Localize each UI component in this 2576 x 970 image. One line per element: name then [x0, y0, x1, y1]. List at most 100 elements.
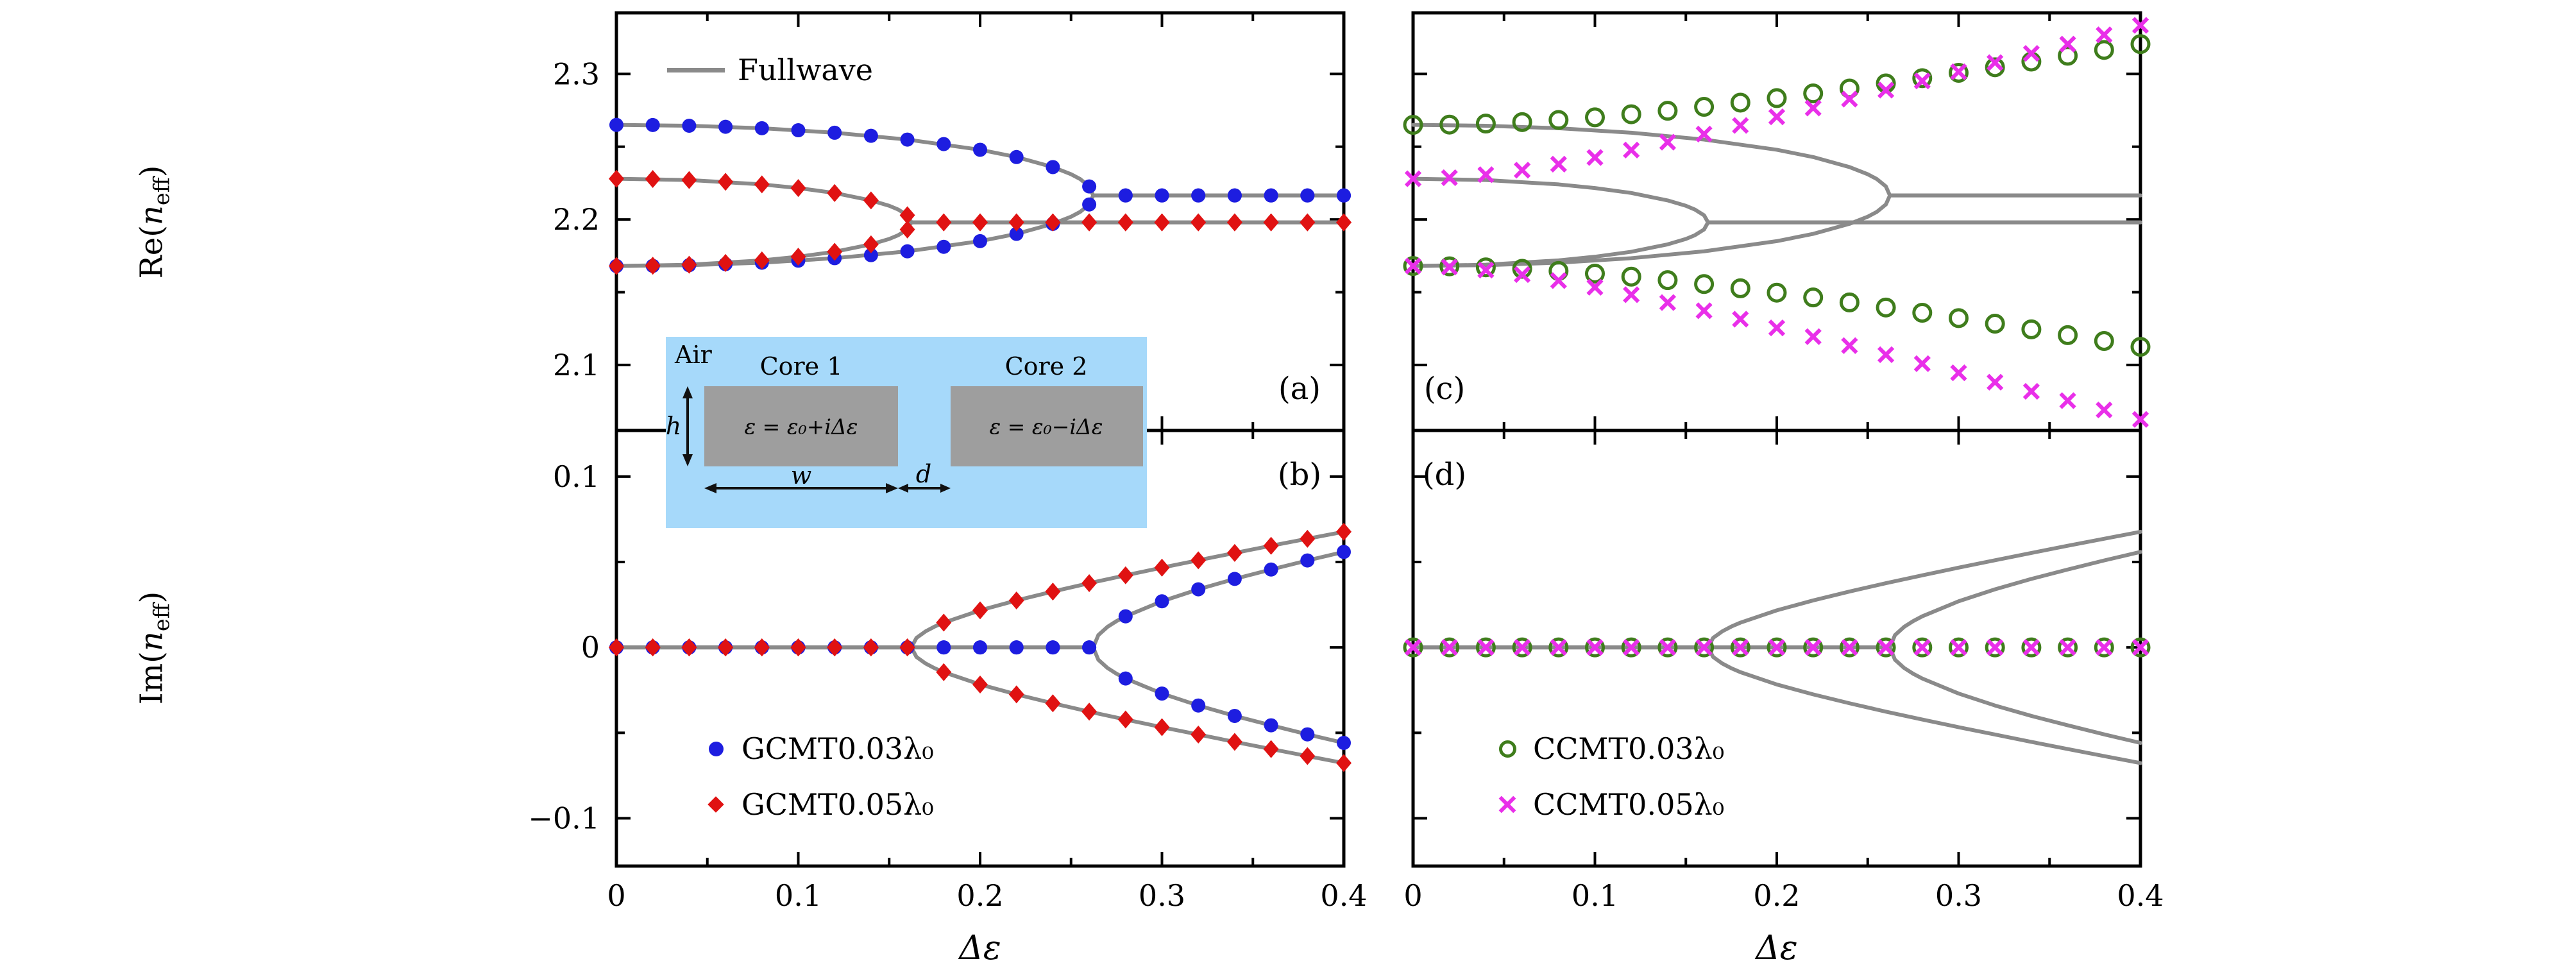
- marker-gcmt005-im-lower: [1081, 702, 1097, 721]
- marker-ccmt005-re-lower: [1768, 319, 1786, 337]
- marker-gcmt003-im-upper: [1264, 562, 1278, 577]
- magenta-x-marker-icon: [1495, 792, 1520, 817]
- x-tick-label: 0.1: [775, 878, 822, 913]
- air-label: Air: [675, 341, 712, 369]
- marker-gcmt003-re-upper: [609, 117, 623, 132]
- marker-gcmt003-im-lower: [1337, 736, 1351, 751]
- marker-ccmt003-re-lower: [2094, 331, 2114, 351]
- w-dimension-label: w: [790, 461, 812, 489]
- d-arrow-head-right: [940, 484, 951, 493]
- legend-fullwave: Fullwave: [667, 53, 873, 87]
- marker-gcmt003-re-lower: [1009, 226, 1024, 241]
- marker-gcmt005-im-upper: [1191, 551, 1207, 570]
- marker-gcmt003-im-lower: [1191, 698, 1206, 713]
- marker-ccmt005-re-upper: [1441, 169, 1458, 187]
- panel-letter-b: (b): [1278, 457, 1321, 493]
- marker-gcmt005-re-upper: [863, 191, 879, 210]
- marker-gcmt005-re-upper: [718, 173, 734, 191]
- marker-ccmt003-re-upper: [1657, 101, 1678, 121]
- x-tick-label: 0.3: [1935, 878, 1982, 913]
- marker-gcmt005-im-lower: [827, 638, 843, 657]
- series-fullwave-re-inner-lower: [1411, 220, 2142, 268]
- marker-gcmt005-re-lower: [827, 242, 843, 261]
- marker-ccmt003-re-lower: [2058, 325, 2078, 345]
- marker-ccmt005-re-upper: [1513, 162, 1531, 179]
- marker-gcmt003-im-upper: [1337, 545, 1351, 559]
- h-arrow-head-top: [682, 386, 693, 398]
- marker-ccmt005-im: [1913, 639, 1931, 656]
- marker-gcmt003-re-lower: [863, 248, 878, 262]
- marker-ccmt003-im: [1803, 637, 1824, 658]
- x-tick-label: 0.2: [956, 878, 1003, 913]
- marker-ccmt005-im: [1513, 639, 1531, 656]
- inset-dimension-arrows: [682, 386, 951, 493]
- panel-letter-c: (c): [1424, 371, 1465, 407]
- marker-ccmt005-re-lower: [1477, 261, 1495, 279]
- marker-gcmt003-re-lower: [1227, 188, 1242, 203]
- marker-gcmt003-re-upper: [791, 123, 806, 138]
- x-tick-label: 0.1: [1572, 878, 1618, 913]
- marker-gcmt005-re-lower: [790, 248, 806, 266]
- marker-ccmt003-re-upper: [1694, 97, 1715, 117]
- marker-gcmt005-im-lower: [1263, 740, 1279, 758]
- marker-gcmt005-im-lower: [1008, 685, 1024, 704]
- series-fullwave-im-red-minus: [1411, 645, 2142, 765]
- core2-permittivity-label: ε = ε₀−iΔε: [989, 414, 1103, 439]
- series-fullwave-re-outer-upper: [1411, 123, 2142, 198]
- marker-gcmt003-im-lower: [1009, 640, 1024, 655]
- marker-gcmt005-re-lower: [972, 213, 988, 232]
- y-tick-label: 2.1: [553, 348, 600, 382]
- marker-ccmt003-re-lower: [1949, 308, 1969, 328]
- marker-ccmt003-re-upper: [1730, 92, 1750, 113]
- marker-ccmt003-im: [1585, 637, 1605, 658]
- marker-gcmt005-im-upper: [1300, 529, 1316, 548]
- ylab-im-sub: eff: [149, 603, 174, 632]
- marker-ccmt005-re-lower: [1877, 346, 1895, 363]
- marker-ccmt003-im: [1839, 637, 1860, 658]
- marker-gcmt005-im-upper: [1263, 536, 1279, 555]
- waveguide-schematic-inset: Air Core 1 Core 2 ε = ε₀+iΔε ε = ε₀−iΔε …: [666, 337, 1147, 528]
- marker-gcmt005-re-lower: [1336, 213, 1352, 232]
- marker-ccmt003-re-upper: [1985, 57, 2005, 78]
- marker-ccmt005-im: [2096, 639, 2113, 656]
- marker-gcmt005-re-upper: [790, 179, 806, 198]
- marker-gcmt005-im-lower: [790, 638, 806, 657]
- marker-ccmt005-im: [2022, 639, 2040, 656]
- marker-ccmt003-re-upper: [1439, 114, 1460, 135]
- marker-gcmt003-im-lower: [1264, 718, 1278, 733]
- marker-gcmt003-re-lower: [973, 234, 987, 248]
- marker-ccmt005-re-lower: [1586, 278, 1604, 296]
- marker-gcmt003-re-upper: [900, 132, 915, 147]
- marker-ccmt003-im: [1767, 637, 1787, 658]
- marker-gcmt005-im-lower: [1336, 754, 1352, 772]
- ylab-re-var: n: [133, 205, 170, 226]
- core1-label: Core 1: [759, 352, 843, 380]
- legend-ccmt005-label: CCMT0.05λ₀: [1533, 787, 1725, 822]
- marker-gcmt005-im-lower: [1117, 710, 1133, 729]
- marker-ccmt003-re-upper: [2058, 46, 2078, 66]
- ylab-re-suffix: ): [133, 165, 170, 178]
- marker-gcmt005-im-lower: [718, 638, 734, 657]
- marker-gcmt003-re-upper: [936, 137, 951, 151]
- x-tick-label: 0: [607, 878, 625, 913]
- marker-ccmt005-im: [1659, 639, 1677, 656]
- marker-gcmt003-im-upper: [1227, 572, 1242, 586]
- marker-gcmt003-im-lower: [1082, 640, 1097, 655]
- marker-ccmt005-im: [2131, 639, 2149, 656]
- marker-ccmt005-re-lower: [1623, 286, 1640, 303]
- marker-ccmt005-re-upper: [1695, 125, 1713, 143]
- marker-gcmt005-im-lower: [1226, 733, 1242, 751]
- marker-ccmt005-re-lower: [1841, 337, 1858, 354]
- marker-gcmt003-re-upper: [718, 119, 733, 134]
- marker-gcmt003-re-upper: [754, 121, 769, 135]
- marker-ccmt005-re-upper: [1732, 117, 1749, 134]
- y-axis-label-re: Re(neff): [134, 166, 174, 279]
- marker-ccmt005-im: [1623, 639, 1640, 656]
- marker-ccmt005-im: [1877, 639, 1895, 656]
- marker-ccmt003-re-lower: [1912, 302, 1933, 323]
- marker-ccmt005-re-lower: [1513, 266, 1531, 284]
- marker-gcmt003-im-upper: [1300, 553, 1315, 568]
- legend-ccmt005: CCMT0.05λ₀: [1495, 787, 1724, 822]
